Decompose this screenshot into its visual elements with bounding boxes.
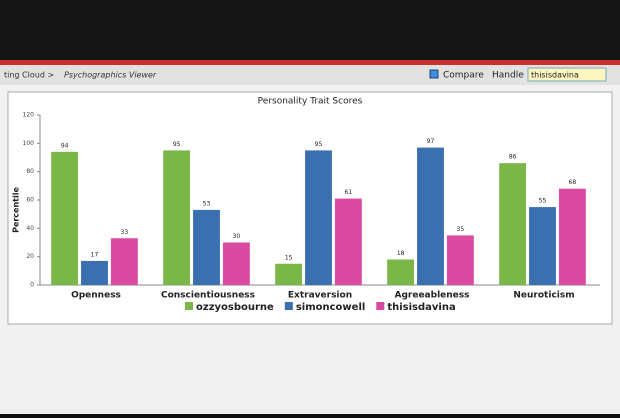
y-tick-label: 80 [26,168,34,175]
data-label: 94 [61,142,69,149]
legend-swatch [284,302,293,310]
bar [275,263,303,285]
y-axis-label: Percentile [12,187,21,233]
data-label: 17 [91,251,99,258]
y-tick-label: 20 [26,253,34,260]
bar [110,238,138,285]
data-label: 53 [203,200,211,207]
bar [81,260,108,285]
handle-label: Handle [492,71,524,81]
breadcrumb[interactable]: ting Cloud > [4,71,54,80]
bar [193,209,220,285]
x-tick-label: Extraversion [288,291,352,301]
data-label: 95 [315,141,323,148]
y-tick-label: 60 [26,197,34,204]
handle-value[interactable]: thisisdavina [531,71,579,80]
bar [499,163,527,285]
bar [51,151,79,285]
data-label: 55 [539,198,547,205]
chart-title: Personality Trait Scores [258,97,363,107]
legend-entry: simoncowell [296,302,365,313]
top-bar [0,0,620,60]
nav-bar [0,65,620,85]
legend-entry: ozzyosbourne [196,302,274,313]
data-label: 61 [345,189,353,196]
bar [222,242,250,285]
data-label: 95 [173,141,181,148]
handle-input[interactable] [527,67,607,82]
accent-line [0,60,620,65]
compare-checkbox[interactable] [429,69,439,79]
bar [529,207,556,285]
data-label: 86 [509,154,517,161]
y-tick-label: 120 [23,112,35,119]
data-label: 68 [569,179,577,186]
compare-label: Compare [443,71,484,81]
data-label: 18 [397,250,405,257]
legend-entry: thisisdavina [387,302,455,313]
x-tick-label: Openness [71,291,121,301]
data-label: 97 [427,138,435,145]
page-name: Psychographics Viewer [64,71,157,80]
legend-swatch [185,302,193,310]
x-tick-label: Agreeableness [395,291,470,301]
data-label: 15 [285,254,293,261]
x-tick-label: Conscientiousness [161,291,255,301]
y-tick-label: 40 [26,225,34,232]
bar [446,235,474,285]
x-tick-label: Neuroticism [513,291,574,301]
data-label: 30 [233,233,241,240]
y-tick-label: 100 [23,140,35,147]
bar [163,150,191,285]
data-label: 33 [121,229,129,236]
bar [417,147,444,285]
bar [334,198,362,285]
data-label: 35 [457,226,465,233]
y-tick-label: 0 [30,282,34,289]
bar [305,150,332,285]
bar [387,259,415,285]
bar [558,188,586,285]
legend-swatch [376,302,385,310]
